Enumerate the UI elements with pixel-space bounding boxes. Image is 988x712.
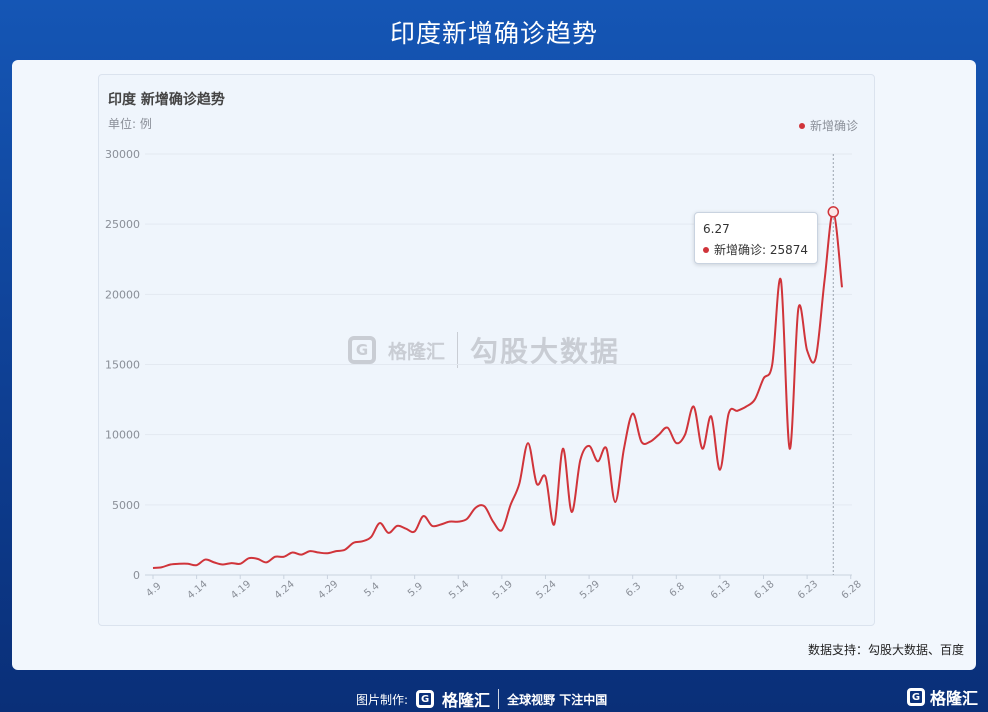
x-tick-label: 6.8	[668, 581, 687, 600]
y-tick-label: 10000	[105, 429, 140, 442]
tooltip-value: 新增确诊: 25874	[714, 243, 809, 257]
watermark-divider	[457, 332, 459, 368]
legend[interactable]: 新增确诊	[798, 117, 858, 134]
footer-logo-icon: G	[416, 690, 435, 708]
footer-divider	[498, 689, 500, 709]
tooltip: 6.27 新增确诊: 25874	[694, 212, 818, 264]
x-tick-label: 5.9	[406, 581, 425, 600]
tooltip-date: 6.27	[703, 222, 730, 236]
x-tick-label: 6.18	[752, 579, 776, 602]
x-tick-label: 5.19	[491, 579, 515, 602]
x-tick-label: 4.24	[273, 579, 297, 602]
corner-logo-icon: G	[906, 688, 925, 706]
x-tick-label: 5.24	[534, 579, 558, 602]
watermark-brand: 格隆汇	[388, 340, 446, 363]
unit-label: 单位: 例	[108, 117, 152, 131]
legend-label: 新增确诊	[809, 119, 858, 133]
corner-brand-text: 格隆汇	[929, 689, 978, 708]
x-tick-label: 4.9	[144, 581, 163, 600]
credit-label: 图片制作:	[356, 692, 409, 707]
footer-credit: 图片制作: G 格隆汇 全球视野 下注中国	[356, 687, 607, 711]
chart-card	[98, 74, 875, 626]
x-tick-label: 4.19	[229, 579, 253, 602]
x-tick-label: 5.14	[447, 579, 471, 602]
tooltip-dot-icon	[703, 246, 709, 253]
watermark: G 格隆汇 勾股大数据	[348, 330, 620, 370]
footer-brand: 格隆汇	[442, 691, 491, 710]
legend-dot-icon	[798, 122, 805, 129]
y-tick-label: 20000	[105, 288, 140, 301]
x-tick-label: 4.14	[186, 579, 210, 602]
footer: 图片制作: G 格隆汇 全球视野 下注中国 G 格隆汇	[0, 680, 988, 712]
data-source: 数据支持：勾股大数据、百度	[807, 643, 964, 657]
corner-brand: G 格隆汇	[906, 685, 978, 709]
x-tick-label: 6.23	[796, 579, 820, 602]
x-tick-label: 4.29	[316, 579, 340, 602]
watermark-text: 勾股大数据	[470, 335, 621, 368]
footer-slogan: 全球视野 下注中国	[507, 692, 608, 707]
x-tick-label: 5.29	[578, 579, 602, 602]
chart-title: 印度 新增确诊趋势	[108, 92, 225, 108]
highlight-point	[827, 206, 840, 218]
line-chart: 0 5000 10000 15000 20000 25000 30000 4.9 4.14 4.1…	[105, 148, 864, 602]
x-tick-label: 6.28	[840, 579, 864, 602]
y-tick-label: 30000	[105, 148, 140, 161]
y-tick-label: 15000	[105, 359, 140, 372]
y-tick-label: 0	[133, 569, 140, 582]
page-title: 印度新增确诊趋势	[389, 19, 598, 48]
x-tick-label: 6.3	[624, 581, 643, 600]
tooltip-row: 新增确诊: 25874	[703, 241, 808, 258]
x-tick-label: 6.13	[709, 579, 733, 602]
y-tick-label: 25000	[105, 218, 140, 231]
watermark-logo-icon: G	[348, 336, 376, 364]
y-tick-label: 5000	[112, 499, 140, 512]
x-tick-label: 5.4	[362, 581, 381, 600]
chart-panel: 印度 新增确诊趋势 单位: 例 新增确诊 G 格隆汇 勾股大数据 0 5000 10…	[12, 60, 976, 670]
series-line	[152, 210, 843, 569]
